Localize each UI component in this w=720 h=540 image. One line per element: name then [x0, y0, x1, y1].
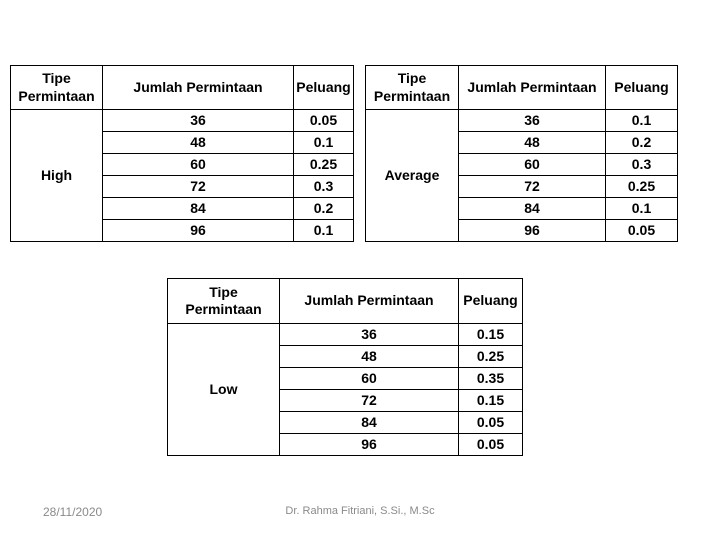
jumlah-permintaan-header: Jumlah Permintaan: [458, 65, 606, 110]
tipe-permintaan-header: Tipe Permintaan: [167, 278, 280, 324]
prob-cell: 0.25: [605, 175, 678, 198]
amount-cell: 36: [102, 109, 294, 132]
tipe-permintaan-header: Tipe Permintaan: [365, 65, 459, 110]
table-row: 48 0.25: [168, 345, 523, 368]
prob-cell: 0.15: [458, 389, 523, 412]
prob-cell: 0.15: [458, 323, 523, 346]
demand-table-low: Tipe Permintaan Jumlah Permintaan Peluan…: [167, 278, 523, 456]
jumlah-permintaan-header: Jumlah Permintaan: [102, 65, 294, 110]
prob-cell: 0.2: [293, 197, 354, 220]
slide-author: Dr. Rahma Fitriani, S.Si., M.Sc: [285, 505, 435, 517]
header-row: Tipe Permintaan Jumlah Permintaan Peluan…: [10, 65, 354, 110]
prob-cell: 0.05: [458, 433, 523, 456]
table-row: 84 0.1: [366, 197, 678, 220]
table-row: Average 36 0.1: [365, 109, 678, 242]
amount-cell: 48: [102, 131, 294, 154]
amount-cell: 48: [279, 345, 459, 368]
table-row: Low 36 0.15: [167, 323, 523, 456]
amount-cell: 60: [279, 367, 459, 390]
prob-cell: 0.05: [293, 109, 354, 132]
prob-cell: 0.05: [458, 411, 523, 434]
amount-cell: 96: [279, 433, 459, 456]
prob-cell: 0.3: [293, 175, 354, 198]
peluang-header: Peluang: [293, 65, 354, 110]
demand-table-high: Tipe Permintaan Jumlah Permintaan Peluan…: [10, 65, 354, 242]
amount-cell: 36: [279, 323, 459, 346]
demand-type-cell: High: [10, 109, 103, 242]
prob-cell: 0.25: [293, 153, 354, 176]
prob-cell: 0.1: [605, 197, 678, 220]
table-row: 96 0.05: [366, 219, 678, 242]
amount-cell: 48: [458, 131, 606, 154]
amount-cell: 84: [458, 197, 606, 220]
table-row: 96 0.05: [168, 433, 523, 456]
amount-cell: 96: [458, 219, 606, 242]
table-row: 84 0.05: [168, 411, 523, 434]
table-row: 60 0.3: [366, 153, 678, 176]
demand-table-average: Tipe Permintaan Jumlah Permintaan Peluan…: [365, 65, 678, 242]
demand-type-cell: Low: [167, 323, 280, 456]
peluang-header: Peluang: [605, 65, 678, 110]
jumlah-permintaan-header: Jumlah Permintaan: [279, 278, 459, 324]
demand-type-cell: Average: [365, 109, 459, 242]
amount-cell: 60: [458, 153, 606, 176]
prob-cell: 0.35: [458, 367, 523, 390]
table-row: High 36 0.05: [10, 109, 354, 242]
amount-cell: 60: [102, 153, 294, 176]
amount-cell: 36: [458, 109, 606, 132]
amount-cell: 72: [279, 389, 459, 412]
slide-date: 28/11/2020: [43, 505, 103, 519]
prob-cell: 0.3: [605, 153, 678, 176]
prob-cell: 0.1: [293, 219, 354, 242]
header-row: Tipe Permintaan Jumlah Permintaan Peluan…: [167, 278, 523, 324]
table-row: 72 0.15: [168, 389, 523, 412]
table-row: 96 0.1: [11, 219, 354, 242]
table-row: 72 0.3: [11, 175, 354, 198]
header-row: Tipe Permintaan Jumlah Permintaan Peluan…: [365, 65, 678, 110]
prob-cell: 0.25: [458, 345, 523, 368]
prob-cell: 0.1: [605, 109, 678, 132]
amount-cell: 84: [102, 197, 294, 220]
table-row: 72 0.25: [366, 175, 678, 198]
table-row: 60 0.35: [168, 367, 523, 390]
prob-cell: 0.1: [293, 131, 354, 154]
amount-cell: 96: [102, 219, 294, 242]
tipe-permintaan-header: Tipe Permintaan: [10, 65, 103, 110]
amount-cell: 72: [102, 175, 294, 198]
prob-cell: 0.05: [605, 219, 678, 242]
amount-cell: 72: [458, 175, 606, 198]
prob-cell: 0.2: [605, 131, 678, 154]
peluang-header: Peluang: [458, 278, 523, 324]
amount-cell: 84: [279, 411, 459, 434]
